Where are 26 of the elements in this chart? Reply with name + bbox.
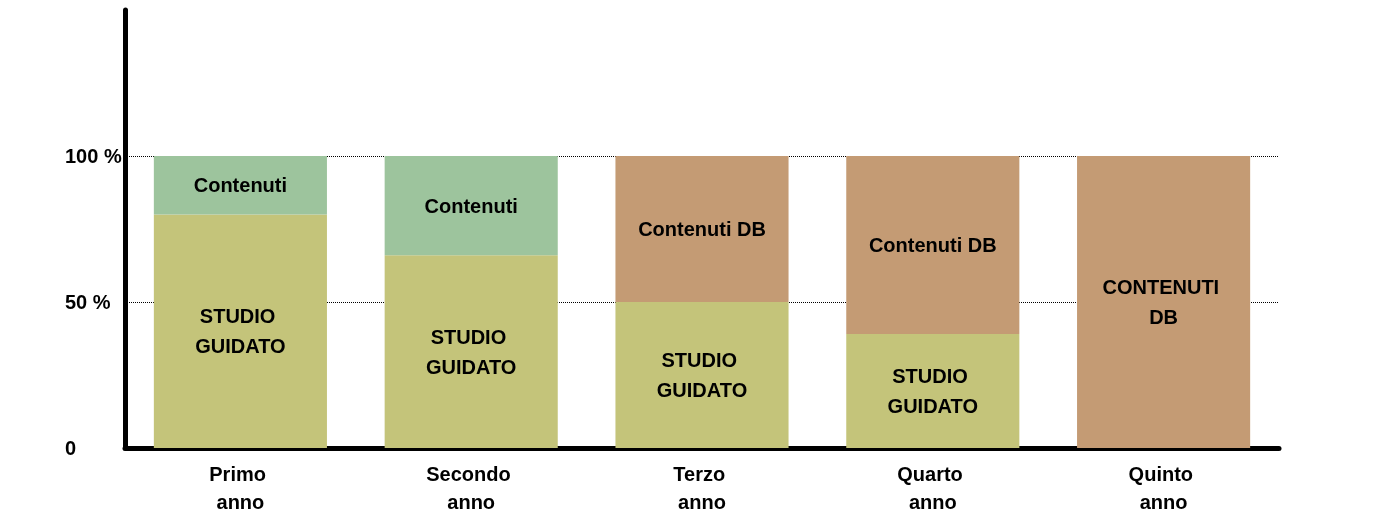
x-tick-label: Secondo anno [426, 463, 517, 513]
data-label: Contenuti [193, 174, 288, 197]
y-tick-label: 50 % [65, 291, 111, 313]
x-tick-label: Primo anno [209, 463, 272, 513]
bar [846, 156, 1020, 335]
x-tick-label: Terzo anno [673, 463, 731, 513]
data-label: Contenuti DB [638, 218, 766, 240]
data-label: STUDIO GUIDATO [195, 305, 286, 358]
data-label: Contenuti DB [868, 234, 997, 257]
bar [615, 156, 789, 302]
data-label: STUDIO GUIDATO [887, 365, 978, 418]
data-label: STUDIO GUIDATO [426, 325, 517, 378]
bar [384, 156, 558, 256]
data-label: STUDIO GUIDATO [656, 349, 748, 401]
data-label: Contenuti [424, 194, 518, 217]
y-tick-label: 100 % [65, 145, 122, 167]
y-tick-label: 0 [65, 437, 77, 459]
bar [1077, 156, 1251, 448]
bar [384, 255, 558, 448]
bar [153, 214, 327, 448]
x-tick-label: Quarto anno [897, 463, 969, 513]
bar [153, 156, 327, 215]
data-label: CONTENUTI DB [1102, 276, 1225, 328]
x-tick-label: Quinto anno [1128, 463, 1199, 513]
bar [846, 334, 1020, 448]
bar [615, 302, 789, 448]
